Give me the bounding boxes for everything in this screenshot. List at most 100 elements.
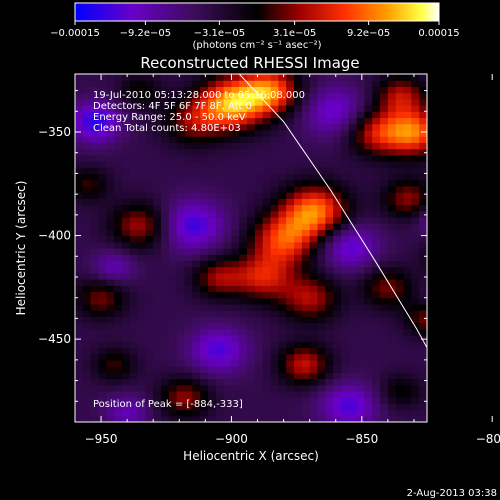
heatmap-cell xyxy=(395,136,405,143)
heatmap-cell xyxy=(395,266,405,274)
heatmap-cell xyxy=(168,341,178,349)
heatmap-cell xyxy=(294,409,303,417)
heatmap-cell xyxy=(239,378,248,386)
heatmap-cell xyxy=(286,322,295,330)
heatmap-cell xyxy=(82,254,92,262)
heatmap-cell xyxy=(270,86,279,94)
heatmap-cell xyxy=(200,161,209,168)
heatmap-cell xyxy=(317,179,326,187)
heatmap-cell xyxy=(98,285,107,293)
heatmap-cell xyxy=(223,98,233,106)
heatmap-cell xyxy=(301,98,311,106)
heatmap-cell xyxy=(114,285,123,293)
heatmap-cell xyxy=(325,372,334,380)
heatmap-cell xyxy=(176,117,186,125)
heatmap-cell xyxy=(75,142,84,150)
heatmap-cell xyxy=(278,384,287,392)
heatmap-cell xyxy=(395,260,405,268)
heatmap-cell xyxy=(348,98,358,106)
heatmap-cell xyxy=(372,192,381,199)
heatmap-cell xyxy=(98,303,107,311)
heatmap-cell xyxy=(231,310,240,317)
heatmap-cell xyxy=(419,335,427,342)
heatmap-cell xyxy=(301,136,311,143)
heatmap-cell xyxy=(286,248,295,255)
heatmap-cell xyxy=(356,123,366,131)
heatmap-cell xyxy=(364,229,373,237)
heatmap-cell xyxy=(262,347,272,355)
heatmap-cell xyxy=(192,328,201,336)
heatmap-cell xyxy=(294,80,303,88)
heatmap-cell xyxy=(215,266,225,274)
heatmap-cell xyxy=(239,254,248,262)
heatmap-cell xyxy=(98,248,107,255)
heatmap-cell xyxy=(223,154,233,162)
heatmap-cell xyxy=(192,390,201,398)
heatmap-cell xyxy=(231,105,240,112)
heatmap-cell xyxy=(176,384,186,392)
heatmap-cell xyxy=(161,148,170,156)
heatmap-cell xyxy=(176,341,186,349)
heatmap-cell xyxy=(98,210,107,218)
heatmap-cell xyxy=(247,409,256,417)
heatmap-cell xyxy=(137,372,146,380)
heatmap-cell xyxy=(270,285,279,293)
heatmap-cell xyxy=(403,142,412,150)
heatmap-cell xyxy=(340,328,350,336)
heatmap-cell xyxy=(278,198,287,206)
heatmap-cell xyxy=(153,260,162,268)
heatmap-cell xyxy=(82,198,92,206)
heatmap-cell xyxy=(372,80,381,88)
heatmap-cell xyxy=(90,185,100,193)
heatmap-cell xyxy=(145,248,154,255)
heatmap-cell xyxy=(106,272,115,280)
heatmap-cell xyxy=(278,316,287,324)
heatmap-cell xyxy=(278,161,287,168)
heatmap-cell xyxy=(395,390,405,398)
heatmap-cell xyxy=(333,415,342,422)
heatmap-cell xyxy=(207,366,217,373)
heatmap-cell xyxy=(356,403,366,411)
heatmap-cell xyxy=(387,148,397,156)
heatmap-cell xyxy=(82,378,92,386)
heatmap-cell xyxy=(114,390,123,398)
heatmap-cell xyxy=(192,223,201,230)
heatmap-cell xyxy=(254,415,264,422)
heatmap-cell xyxy=(411,92,420,100)
heatmap-cell xyxy=(137,223,146,230)
heatmap-cell xyxy=(309,397,319,404)
heatmap-cell xyxy=(161,335,170,342)
heatmap-cell xyxy=(325,316,334,324)
heatmap-cell xyxy=(231,74,240,81)
heatmap-cell xyxy=(239,353,248,361)
heatmap-cell xyxy=(98,179,107,187)
heatmap-cell xyxy=(419,316,427,324)
heatmap-cell xyxy=(239,291,248,299)
heatmap-cell xyxy=(380,347,389,355)
heatmap-cell xyxy=(411,260,420,268)
heatmap-cell xyxy=(419,322,427,330)
heatmap-cell xyxy=(82,297,92,305)
heatmap-cell xyxy=(106,328,115,336)
heatmap-cell xyxy=(114,105,123,112)
heatmap-cell xyxy=(161,154,170,162)
heatmap-cell xyxy=(137,148,146,156)
heatmap-cell xyxy=(294,210,303,218)
heatmap-cell xyxy=(90,335,100,342)
heatmap-cell xyxy=(153,167,162,175)
heatmap-cell xyxy=(200,322,209,330)
heatmap-cell xyxy=(223,235,233,243)
heatmap-cell xyxy=(380,129,389,137)
heatmap-cell xyxy=(98,161,107,168)
heatmap-cell xyxy=(278,204,287,212)
heatmap-cell xyxy=(90,266,100,274)
heatmap-cell xyxy=(317,316,326,324)
heatmap-cell xyxy=(121,111,131,119)
heatmap-cell xyxy=(239,179,248,187)
heatmap-cell xyxy=(395,272,405,280)
heatmap-cell xyxy=(114,266,123,274)
heatmap-cell xyxy=(247,403,256,411)
heatmap-cell xyxy=(161,229,170,237)
heatmap-cell xyxy=(106,98,115,106)
heatmap-cell xyxy=(387,384,397,392)
